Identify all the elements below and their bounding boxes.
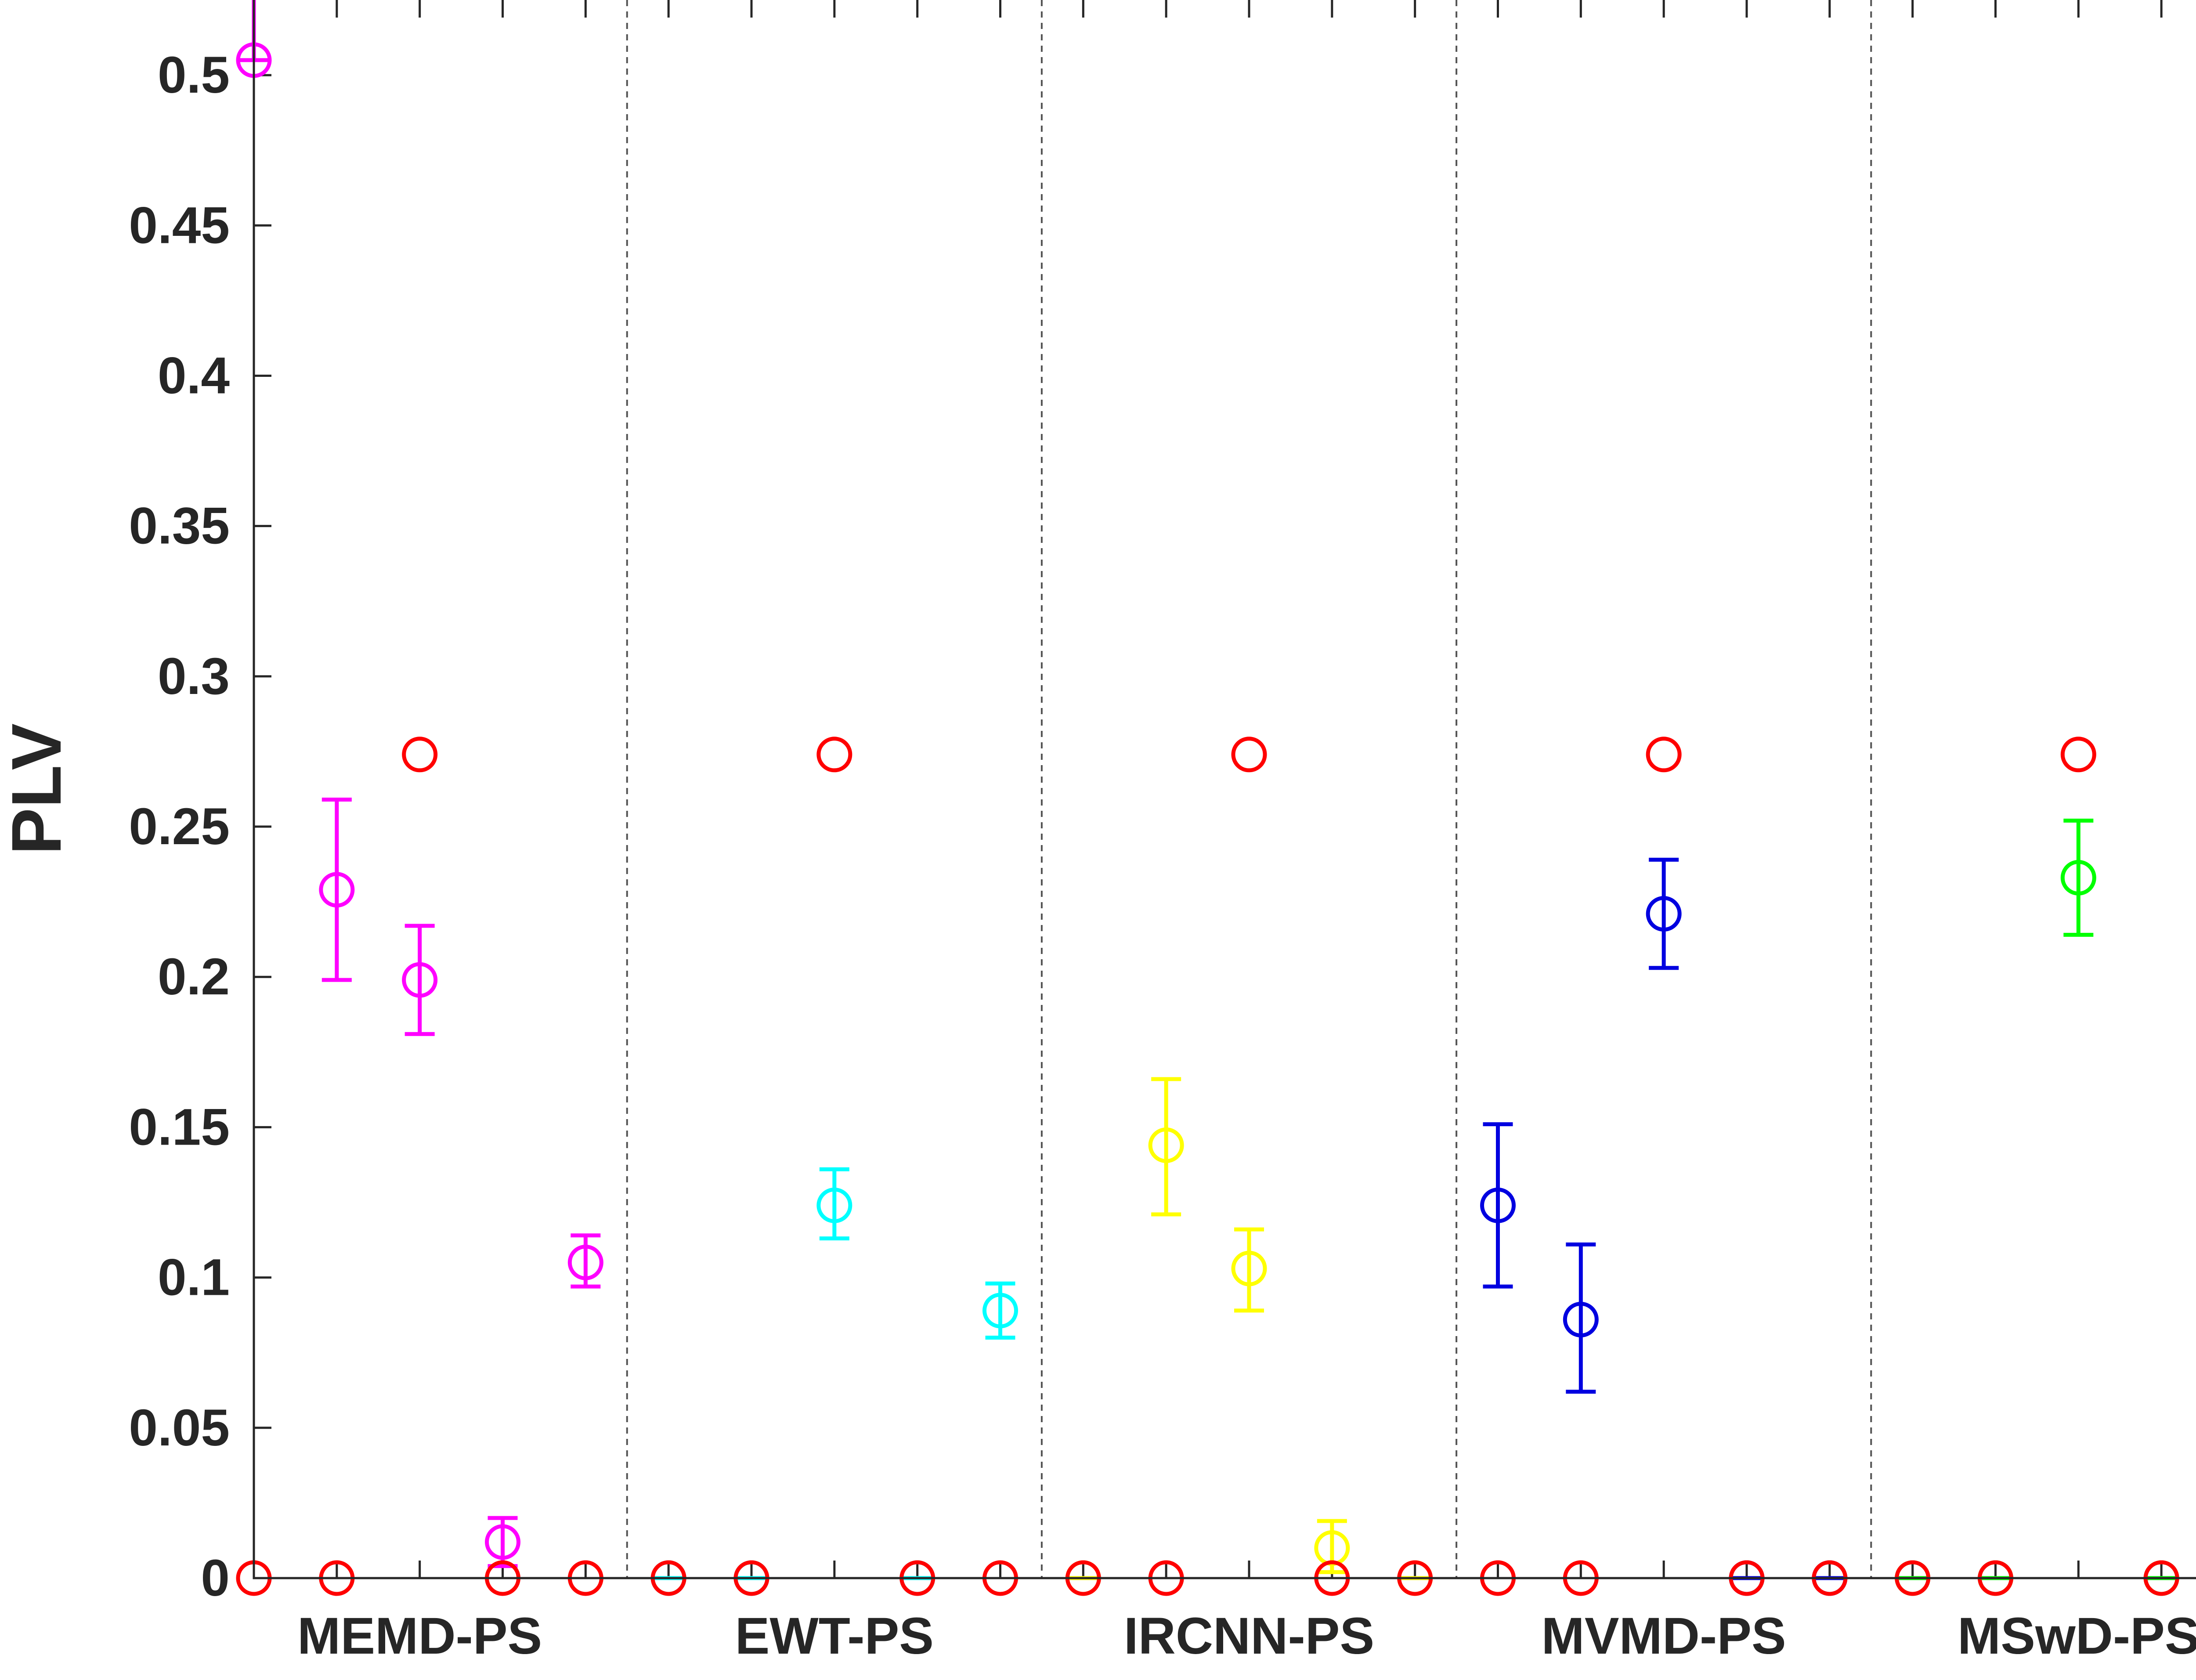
group-separators: [626, 0, 1872, 1578]
mean-marker: [1646, 896, 1682, 932]
y-tick-labels: 0 0.05 0.1 0.15 0.2 0.25 0.3 0.35 0.4 0.45 0.5: [129, 46, 230, 1607]
y-tick-label: 0.4: [158, 347, 230, 405]
mean-marker: [1480, 1187, 1516, 1223]
x-tick-label: MVMD-PS: [1542, 1607, 1786, 1665]
x-tick-label: MEMD-PS: [297, 1607, 542, 1665]
plot-frame: [253, 0, 2196, 1579]
y-tick-label: 0.5: [158, 46, 230, 104]
mean-marker: [1148, 1127, 1184, 1163]
x-tick-label: IRCNN-PS: [1124, 1607, 1374, 1665]
reference-marker: [402, 737, 438, 773]
y-tick-label: 0.3: [158, 647, 230, 705]
y-axis-label: PLV: [0, 723, 76, 855]
y-tick-label: 0.1: [158, 1249, 230, 1307]
y-tick-label: 0: [201, 1549, 230, 1607]
y-tick-label: 0.15: [129, 1098, 230, 1156]
x-tick-label: EWT-PS: [735, 1607, 934, 1665]
mean-marker: [2060, 860, 2096, 896]
reference-marker: [1231, 737, 1267, 773]
y-tick-label: 0.45: [129, 196, 230, 254]
x-tick-label: MSwD-PS: [1958, 1607, 2196, 1665]
reference-marker: [1646, 737, 1682, 773]
mean-marker: [567, 1244, 603, 1280]
y-tick-label: 0.35: [129, 497, 230, 555]
reference-marker: [816, 737, 852, 773]
mean-marker: [1563, 1301, 1599, 1337]
reference-marker: [2060, 737, 2096, 773]
mean-marker: [816, 1187, 852, 1223]
x-tick-labels: MEMD-PS EWT-PS IRCNN-PS MVMD-PS MSwD-PS: [297, 1607, 2196, 1665]
mean-marker: [1231, 1250, 1267, 1286]
y-tick-label: 0.25: [129, 798, 230, 856]
y-tick-label: 0.05: [129, 1399, 230, 1457]
mean-marker: [982, 1293, 1018, 1329]
mean-marker: [402, 962, 438, 998]
y-tick-label: 0.2: [158, 948, 230, 1006]
mean-marker: [319, 872, 355, 908]
mean-marker: [485, 1524, 520, 1560]
